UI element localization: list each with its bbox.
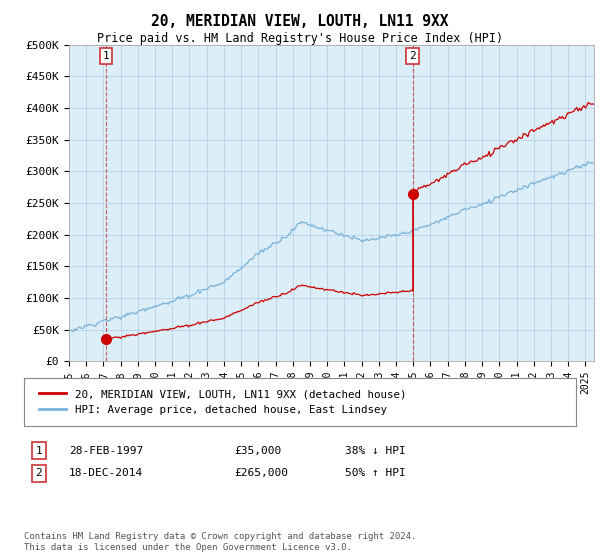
Text: Contains HM Land Registry data © Crown copyright and database right 2024.
This d: Contains HM Land Registry data © Crown c… (24, 532, 416, 552)
Legend: 20, MERIDIAN VIEW, LOUTH, LN11 9XX (detached house), HPI: Average price, detache: 20, MERIDIAN VIEW, LOUTH, LN11 9XX (deta… (35, 385, 411, 419)
Text: 38% ↓ HPI: 38% ↓ HPI (345, 446, 406, 456)
Text: 20, MERIDIAN VIEW, LOUTH, LN11 9XX: 20, MERIDIAN VIEW, LOUTH, LN11 9XX (151, 14, 449, 29)
Text: 2: 2 (35, 468, 43, 478)
Text: £35,000: £35,000 (234, 446, 281, 456)
Text: £265,000: £265,000 (234, 468, 288, 478)
Text: 1: 1 (103, 51, 110, 61)
Text: 2: 2 (409, 51, 416, 61)
Text: 1: 1 (35, 446, 43, 456)
Text: 50% ↑ HPI: 50% ↑ HPI (345, 468, 406, 478)
Text: Price paid vs. HM Land Registry's House Price Index (HPI): Price paid vs. HM Land Registry's House … (97, 32, 503, 45)
Text: 18-DEC-2014: 18-DEC-2014 (69, 468, 143, 478)
Text: 28-FEB-1997: 28-FEB-1997 (69, 446, 143, 456)
